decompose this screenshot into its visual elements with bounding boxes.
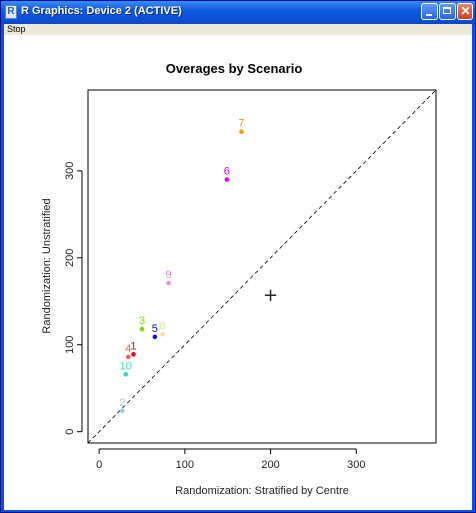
- r-app-icon: R: [5, 5, 17, 19]
- diagonal-reference-line: [87, 89, 437, 444]
- close-button[interactable]: ✕: [457, 3, 473, 20]
- minimize-icon: [426, 14, 432, 16]
- data-point: [152, 334, 158, 340]
- data-point: [119, 408, 125, 414]
- y-tick-label: 300: [64, 162, 76, 180]
- data-point-label: 5: [152, 323, 158, 335]
- data-point-label: 9: [166, 269, 172, 281]
- data-point-label: 4: [125, 343, 131, 355]
- data-point: [166, 280, 171, 286]
- menu-bar: Stop: [4, 24, 472, 35]
- data-point-label: 8: [160, 320, 166, 332]
- data-point: [131, 352, 136, 357]
- data-point: [123, 372, 129, 377]
- y-tick-label: 100: [64, 336, 76, 354]
- x-axis-label: Randomization: Stratified by Centre: [175, 485, 349, 497]
- data-point-label: 10: [120, 360, 132, 372]
- scatter-chart: Overages by Scenario 0 100 200 300 0 100 200 3…: [41, 61, 437, 497]
- window-title: R Graphics: Device 2 (ACTIVE): [21, 5, 182, 17]
- menu-stop[interactable]: Stop: [7, 24, 26, 34]
- graphics-canvas: Overages by Scenario 0 100 200 300 0 100 200 3…: [4, 35, 472, 510]
- centre-cross-marker: +: [263, 285, 278, 306]
- data-point-label: 7: [238, 118, 244, 130]
- plot-box: [87, 89, 437, 444]
- maximize-icon: [443, 7, 451, 14]
- data-point: [139, 326, 145, 332]
- data-point: [224, 177, 230, 182]
- x-tick-label: 0: [96, 459, 102, 471]
- close-icon: ✕: [460, 4, 471, 18]
- x-tick-label: 200: [261, 459, 279, 471]
- chart-title: Overages by Scenario: [166, 61, 303, 76]
- data-point-label: 3: [139, 315, 145, 327]
- x-tick-label: 300: [347, 459, 365, 471]
- y-axis-label: Randomization: Unstratified: [41, 198, 53, 333]
- data-point-label: 6: [224, 166, 230, 178]
- y-tick-label: 200: [64, 249, 76, 267]
- maximize-button[interactable]: [439, 3, 456, 20]
- data-point: [125, 354, 131, 360]
- data-point-label: 1: [130, 340, 136, 352]
- x-tick-label: 100: [176, 459, 194, 471]
- title-bar[interactable]: R R Graphics: Device 2 (ACTIVE) ✕: [1, 1, 475, 24]
- data-point: [239, 129, 244, 135]
- minimize-button[interactable]: [421, 3, 438, 20]
- y-tick-label: 0: [64, 429, 76, 435]
- data-point: [160, 332, 165, 337]
- data-point-label: 2: [119, 397, 125, 409]
